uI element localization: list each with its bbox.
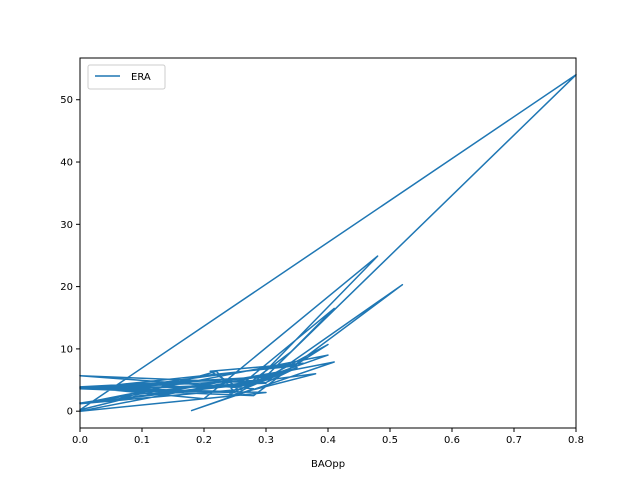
axes-frame [79, 57, 577, 429]
x-tick-label: 0.0 [72, 435, 88, 446]
x-axis-label: BAOpp [311, 459, 345, 470]
x-tick-label: 0.7 [506, 435, 522, 446]
legend-label-era: ERA [131, 72, 151, 83]
x-tick-label: 0.1 [134, 435, 150, 446]
series-line-era [79, 74, 577, 412]
legend-box [87, 64, 166, 90]
legend: ERA [87, 64, 166, 90]
y-tick-label: 0 [67, 407, 73, 418]
plot-area [79, 74, 577, 412]
x-axis-ticks: 0.0 0.1 0.2 0.3 0.4 0.5 0.6 0.7 0.8 [72, 428, 584, 446]
x-tick-label: 0.3 [258, 435, 274, 446]
y-tick-label: 30 [60, 220, 73, 231]
y-tick-label: 50 [60, 95, 73, 106]
y-tick-label: 40 [60, 158, 73, 169]
x-tick-label: 0.2 [196, 435, 212, 446]
y-tick-label: 20 [60, 282, 73, 293]
y-axis-ticks: 0 10 20 30 40 50 [60, 95, 80, 418]
y-tick-label: 10 [60, 344, 73, 355]
x-tick-label: 0.6 [444, 435, 460, 446]
x-tick-label: 0.8 [568, 435, 584, 446]
x-tick-label: 0.4 [320, 435, 336, 446]
x-tick-label: 0.5 [382, 435, 398, 446]
